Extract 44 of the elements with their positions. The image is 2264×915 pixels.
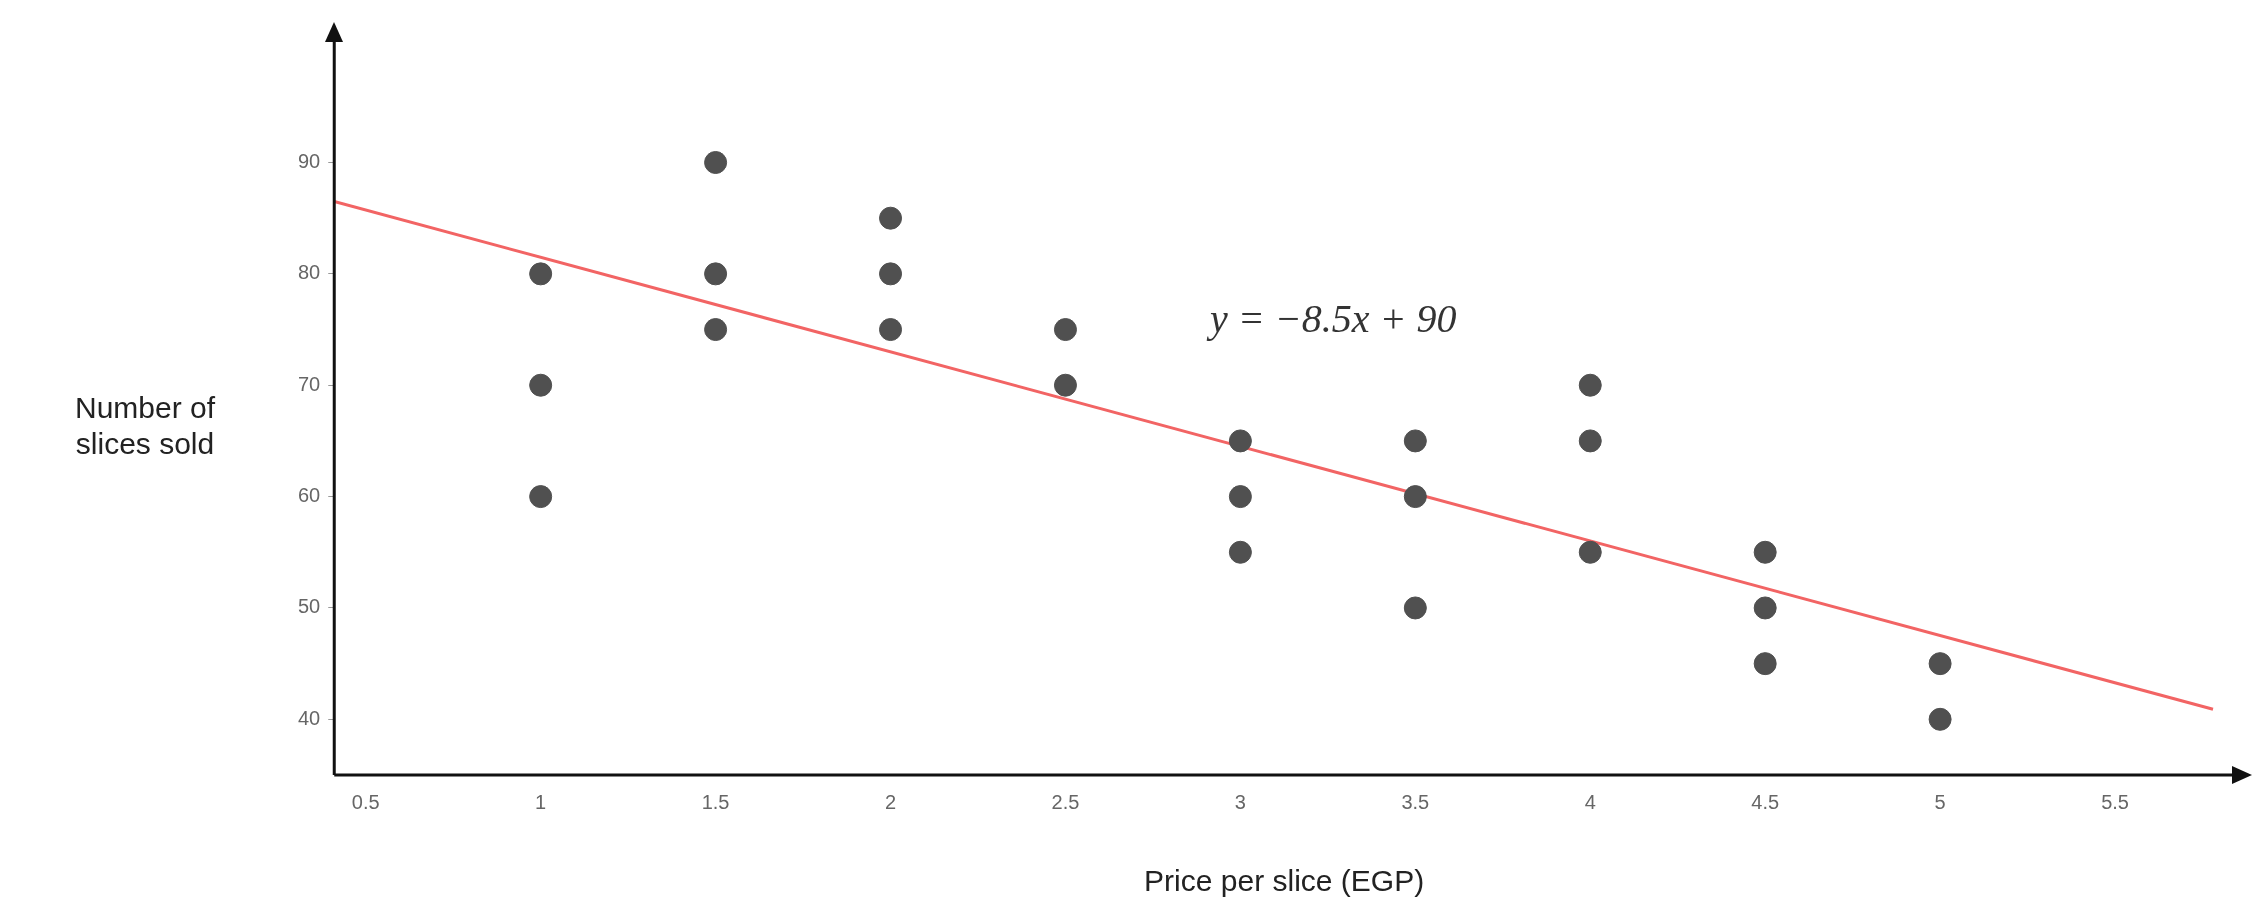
x-tick-label: 5.5: [2101, 790, 2129, 813]
x-tick-label: 3: [1234, 790, 1246, 813]
point: [704, 262, 728, 286]
x-tick-label: 0.5: [351, 790, 380, 813]
y-tick-label: 50: [298, 595, 321, 618]
x-axis-title: Price per slice (EGP): [1144, 864, 1425, 898]
point: [704, 151, 728, 174]
x-tick-label: 3.5: [1401, 790, 1430, 813]
point: [1403, 485, 1427, 509]
y-tick-label: 70: [298, 372, 321, 395]
point: [529, 373, 553, 397]
point: [1403, 429, 1427, 453]
point: [1578, 429, 1602, 453]
point: [1228, 429, 1252, 453]
point: [529, 262, 553, 286]
point: [1928, 652, 1952, 676]
point: [1753, 652, 1777, 676]
point: [1403, 596, 1427, 620]
x-tick-label: 4.5: [1751, 790, 1780, 813]
y-tick-label: 90: [298, 150, 321, 173]
point: [1578, 373, 1602, 397]
x-tick-label: 2.5: [1051, 790, 1080, 813]
y-tick-label: 60: [298, 484, 321, 507]
point: [1928, 707, 1952, 731]
x-tick-label: 5: [1934, 790, 1946, 813]
y-tick-label: 80: [298, 261, 321, 284]
point: [1753, 596, 1777, 620]
point: [879, 318, 903, 342]
point: [1578, 540, 1602, 564]
point: [1228, 540, 1252, 564]
y-axis-title: Number of slices sold: [73, 390, 217, 462]
point: [879, 206, 903, 230]
point: [529, 485, 553, 509]
x-tick-label: 1.5: [701, 790, 730, 813]
point: [1053, 318, 1077, 342]
x-tick-label: 4: [1584, 790, 1596, 813]
x-tick-label: 2: [884, 790, 897, 813]
point: [1053, 373, 1077, 397]
x-tick-label: 1: [535, 790, 547, 813]
point: [1753, 540, 1777, 564]
point: [704, 318, 728, 342]
y-tick-label: 40: [298, 706, 321, 729]
point: [1228, 485, 1252, 509]
point: [879, 262, 903, 286]
